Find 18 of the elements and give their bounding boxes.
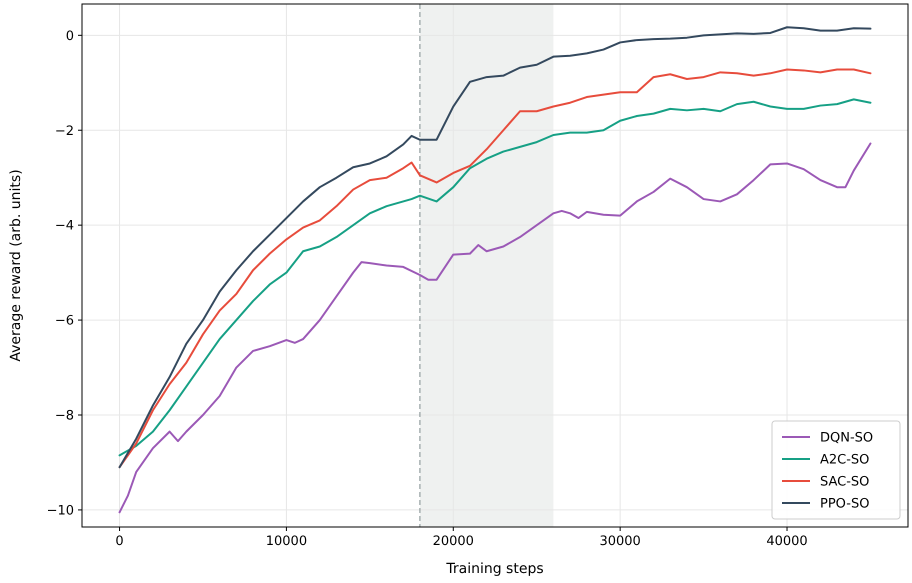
y-axis-title: Average reward (arb. units): [8, 169, 24, 362]
y-tick-label: 0: [66, 28, 74, 44]
x-tick-label: 0: [115, 534, 124, 549]
legend-label: PPO-SO: [820, 496, 870, 512]
y-tick-label: −2: [54, 124, 74, 139]
x-axis-title: Training steps: [445, 561, 544, 577]
legend-label: A2C-SO: [820, 452, 870, 468]
y-tick-label: −4: [54, 218, 74, 234]
legend-label: DQN-SO: [820, 430, 874, 446]
x-tick-label: 40000: [766, 534, 808, 549]
y-tick-label: −10: [46, 503, 74, 518]
y-tick-label: −6: [54, 314, 74, 329]
y-tick-label: −8: [54, 408, 74, 424]
x-tick-label: 30000: [599, 534, 641, 549]
x-tick-label: 20000: [432, 534, 474, 549]
line-series: [118, 142, 872, 514]
x-tick-label: 10000: [266, 534, 308, 549]
legend-label: SAC-SO: [820, 474, 870, 490]
